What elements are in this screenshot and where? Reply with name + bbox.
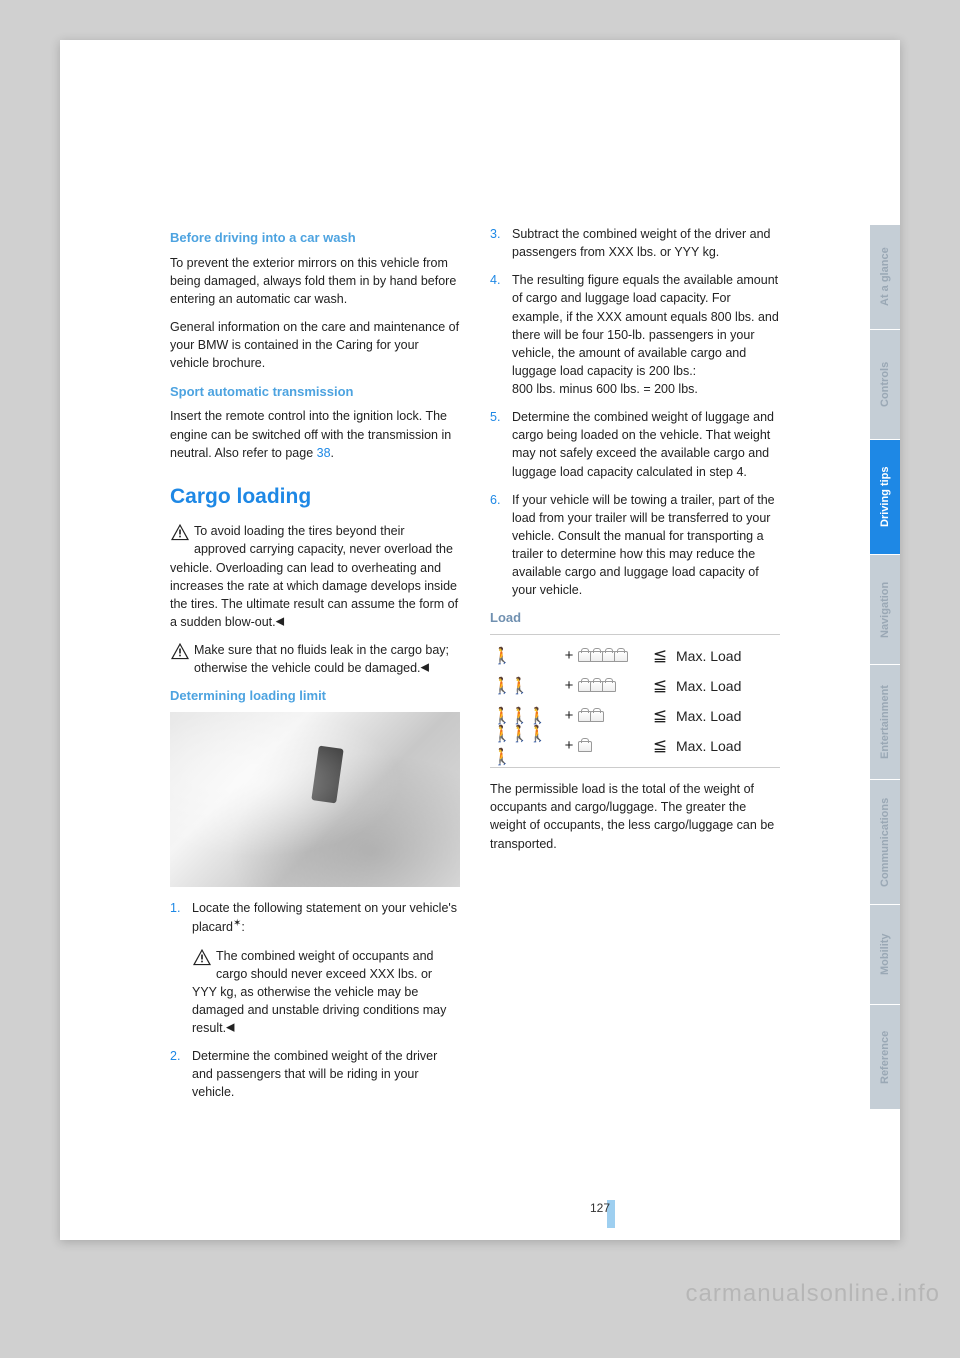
steps-list-right: Subtract the combined weight of the driv… [490, 225, 780, 599]
tab-reference[interactable]: Reference [870, 1005, 900, 1110]
plus-icon: + [560, 645, 578, 667]
para-mirrors: To prevent the exterior mirrors on this … [170, 254, 460, 308]
max-load-label: Max. Load [670, 676, 778, 696]
leq-icon: ≦ [650, 644, 670, 669]
right-column: Subtract the combined weight of the driv… [490, 225, 780, 1112]
leq-icon: ≦ [650, 674, 670, 699]
person-icons: 🚶🚶🚶🚶 [492, 723, 560, 769]
warning-icon [192, 948, 212, 966]
tab-at-a-glance[interactable]: At a glance [870, 225, 900, 330]
max-load-label: Max. Load [670, 646, 778, 666]
step-1: Locate the following statement on your v… [170, 899, 460, 936]
para-caring: General information on the care and main… [170, 318, 460, 372]
box-icons [578, 645, 650, 667]
load-row-2: 🚶🚶 + ≦ Max. Load [492, 671, 778, 701]
person-icons: 🚶 [492, 645, 560, 668]
para-sport: Insert the remote control into the ignit… [170, 407, 460, 461]
load-diagram: 🚶 + ≦ Max. Load 🚶🚶 + ≦ Max. Load 🚶🚶🚶 + [490, 634, 780, 768]
step-4: The resulting figure equals the availabl… [490, 271, 780, 398]
max-load-label: Max. Load [670, 736, 778, 756]
warning-fluids-text: Make sure that no fluids leak in the car… [194, 643, 449, 675]
steps-list-left-2: Determine the combined weight of the dri… [170, 1047, 460, 1101]
warning-icon [170, 642, 190, 660]
plus-icon: + [560, 735, 578, 757]
para-sport-text: Insert the remote control into the ignit… [170, 409, 451, 459]
step-3: Subtract the combined weight of the driv… [490, 225, 780, 261]
step-6: If your vehicle will be towing a trailer… [490, 491, 780, 600]
tab-navigation[interactable]: Navigation [870, 555, 900, 665]
load-row-4: 🚶🚶🚶🚶 + ≦ Max. Load [492, 731, 778, 761]
para-sport-end: . [331, 446, 334, 460]
heading-load: Load [490, 609, 780, 628]
tab-communications[interactable]: Communications [870, 780, 900, 905]
tab-mobility[interactable]: Mobility [870, 905, 900, 1005]
load-row-1: 🚶 + ≦ Max. Load [492, 641, 778, 671]
tab-driving-tips[interactable]: Driving tips [870, 440, 900, 555]
content-columns: Before driving into a car wash To preven… [170, 225, 780, 1112]
end-marker-icon: ◀ [421, 662, 429, 674]
box-icons [578, 735, 650, 757]
step-1-warning: The combined weight of occupants and car… [170, 947, 460, 1038]
plus-icon: + [560, 675, 578, 697]
box-icons [578, 705, 650, 727]
para-permissible-load: The permissible load is the total of the… [490, 780, 780, 853]
page-number: 127 [590, 1201, 610, 1215]
heading-cargo-loading: Cargo loading [170, 482, 460, 512]
watermark: carmanualsonline.info [686, 1280, 940, 1308]
side-tabs: At a glance Controls Driving tips Naviga… [870, 225, 900, 1110]
warning-fluids: Make sure that no fluids leak in the car… [170, 641, 460, 677]
tab-entertainment[interactable]: Entertainment [870, 665, 900, 780]
step-5: Determine the combined weight of luggage… [490, 408, 780, 481]
manual-page: Before driving into a car wash To preven… [60, 40, 900, 1240]
heading-determining: Determining loading limit [170, 687, 460, 706]
tab-controls[interactable]: Controls [870, 330, 900, 440]
warning-overload-text: To avoid loading the tires beyond their … [170, 524, 458, 629]
max-load-label: Max. Load [670, 706, 778, 726]
warning-icon [170, 523, 190, 541]
xref-page-38[interactable]: 38 [317, 446, 331, 460]
leq-icon: ≦ [650, 704, 670, 729]
left-column: Before driving into a car wash To preven… [170, 225, 460, 1112]
plus-icon: + [560, 705, 578, 727]
step-1-text: Locate the following statement on your v… [192, 901, 457, 934]
steps-list-left: Locate the following statement on your v… [170, 899, 460, 936]
end-marker-icon: ◀ [276, 616, 284, 628]
heading-sport-trans: Sport automatic transmission [170, 383, 460, 402]
placard-photo [170, 712, 460, 887]
end-marker-icon: ◀ [226, 1022, 234, 1034]
box-icons [578, 675, 650, 697]
warning-overload: To avoid loading the tires beyond their … [170, 522, 460, 631]
step-2: Determine the combined weight of the dri… [170, 1047, 460, 1101]
leq-icon: ≦ [650, 734, 670, 759]
footnote-star-icon: ✶ [233, 918, 241, 929]
heading-before-carwash: Before driving into a car wash [170, 229, 460, 248]
person-icons: 🚶🚶 [492, 675, 560, 698]
